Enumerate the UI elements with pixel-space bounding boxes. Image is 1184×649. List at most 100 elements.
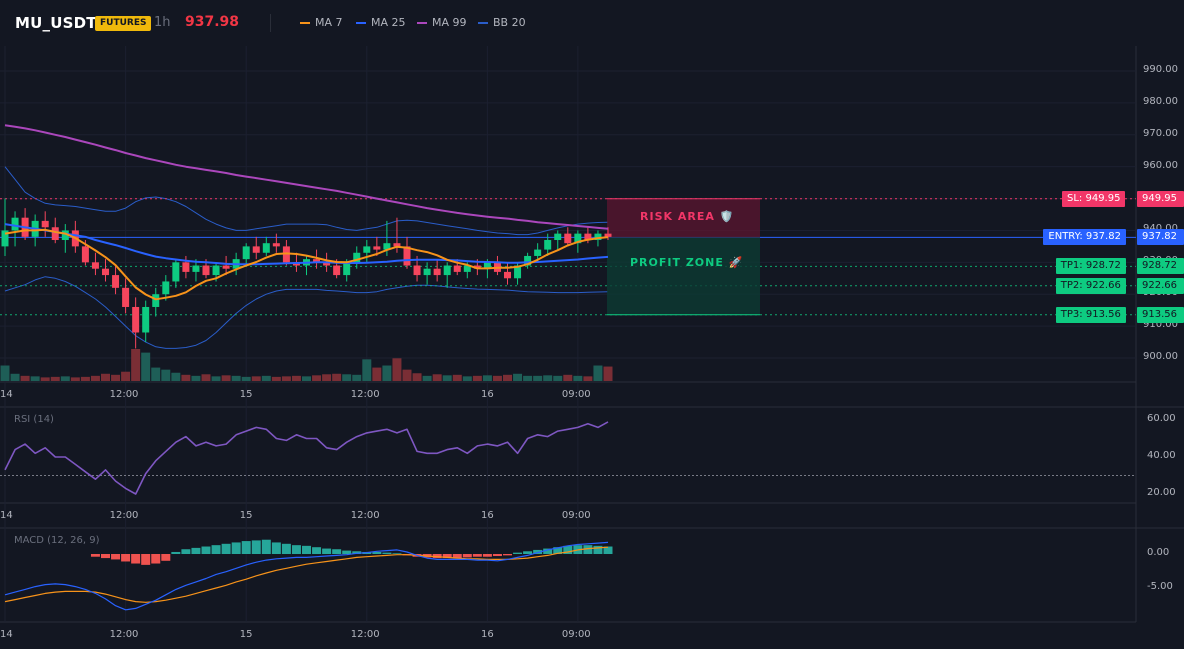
legend-ma99-swatch (417, 22, 427, 24)
take-profit-tag-1-axis-value: 928.72 (1137, 258, 1184, 275)
time-axis-label: 15 (239, 510, 253, 521)
symbol-name[interactable]: MU_USDT (15, 14, 97, 32)
volume-bar (50, 376, 60, 381)
candle-down (403, 246, 411, 266)
macd-histogram-bar (271, 542, 281, 554)
volume-bar (60, 376, 70, 381)
volume-bar (322, 374, 332, 381)
candle-down (252, 246, 260, 253)
profit-zone-box (607, 237, 760, 315)
rsi-tick-label: 40.00 (1147, 450, 1176, 461)
market-badge: FUTURES (95, 16, 152, 31)
legend-ma7-swatch (300, 22, 310, 24)
ma7-line (4, 228, 609, 301)
macd-tick-label: 0.00 (1147, 547, 1170, 558)
volume-bar (171, 372, 181, 381)
last-price: 937.98 (185, 14, 240, 30)
macd-histogram-bar (553, 547, 563, 554)
volume-bar (30, 376, 40, 381)
macd-title[interactable]: MACD (12, 26, 9) (14, 535, 100, 546)
volume-bar (121, 371, 131, 381)
time-axis-label: 12:00 (350, 510, 380, 521)
volume-bar (10, 373, 20, 381)
volume-bar (201, 374, 211, 381)
candle-up (172, 262, 180, 282)
legend-bb20[interactable]: BB 20 (478, 16, 526, 29)
candle-down (373, 246, 381, 250)
macd-histogram-bar (312, 547, 322, 554)
price-tick-label: 980.00 (1143, 95, 1178, 107)
legend-ma25[interactable]: MA 25 (356, 16, 406, 29)
candle-down (604, 233, 612, 237)
price-tick-label: 910.00 (1143, 319, 1178, 331)
macd-histogram-bar (603, 546, 613, 554)
candle-up (524, 255, 532, 266)
legend-ma7[interactable]: MA 7 (300, 16, 343, 29)
time-axis-label: 14 (0, 510, 13, 521)
macd-histogram-bar (382, 552, 392, 554)
volume-bar (472, 375, 482, 381)
macd-histogram-bar (181, 549, 191, 554)
volume-bar (251, 376, 261, 381)
macd-histogram-bar (352, 551, 362, 554)
time-axis-label: 09:00 (561, 389, 591, 400)
candle-up (514, 265, 522, 279)
macd-histogram-bar (332, 549, 342, 554)
volume-bar (362, 359, 372, 381)
take-profit-tag-3-label: TP3: 913.56 (1055, 306, 1126, 323)
volume-bar (412, 373, 422, 381)
legend-ma99[interactable]: MA 99 (417, 16, 467, 29)
volume-bar (583, 376, 593, 381)
price-tick-label: 970.00 (1143, 127, 1178, 139)
candle-up (554, 233, 562, 241)
macd-histogram-bar (251, 540, 261, 554)
take-profit-tag-2-label: TP2: 922.66 (1055, 277, 1126, 294)
volume-bar (593, 365, 603, 381)
legend-bb20-swatch (478, 22, 488, 24)
candle-up (353, 252, 361, 263)
volume-bar (70, 377, 80, 381)
candle-down (182, 262, 190, 272)
rsi-title[interactable]: RSI (14) (14, 414, 54, 425)
volume-bar (513, 373, 523, 381)
macd-histogram-bar (291, 545, 301, 554)
price-tick-label: 990.00 (1143, 64, 1178, 75)
candle-down (272, 243, 280, 247)
macd-histogram-bar (322, 548, 332, 554)
entry-tag-label: ENTRY: 937.82 (1043, 229, 1126, 246)
macd-histogram-bar (593, 545, 603, 554)
candle-down (393, 243, 401, 247)
volume-bar (312, 375, 322, 381)
macd-histogram-bar (151, 554, 161, 564)
volume-bar (90, 375, 100, 381)
candle-down (313, 259, 321, 263)
take-profit-tag-1-label: TP1: 928.72 (1055, 258, 1126, 275)
profit-zone-label: PROFIT ZONE 🚀 (630, 256, 744, 270)
take-profit-tag-3-axis-value: 913.56 (1137, 306, 1184, 323)
candle-down (453, 265, 461, 272)
take-profit-tag-2-axis-value: 922.66 (1137, 277, 1184, 294)
time-axis-label: 16 (481, 510, 494, 521)
candle-down (112, 275, 120, 288)
volume-bar (302, 376, 311, 381)
stop-loss-tag-label: SL: 949.95 (1062, 190, 1126, 207)
macd-histogram-bar (161, 554, 171, 561)
volume-bar (271, 376, 281, 381)
time-axis-label: 09:00 (561, 510, 591, 521)
timeframe-label[interactable]: 1h (154, 15, 171, 30)
macd-histogram-bar (261, 539, 271, 554)
time-axis-label: 14 (0, 629, 13, 640)
time-axis-label: 16 (481, 629, 494, 640)
volume-bar (241, 376, 251, 381)
macd-histogram-bar (462, 554, 472, 558)
volume-bar (372, 367, 382, 381)
candle-down (132, 306, 140, 333)
entry-tag-axis-value: 937.82 (1137, 229, 1184, 246)
macd-histogram-bar (442, 554, 452, 559)
macd-histogram-bar (492, 554, 502, 557)
volume-bar (492, 375, 502, 381)
volume-bar (281, 376, 291, 381)
macd-histogram-bar (131, 554, 141, 564)
time-axis-label: 12:00 (109, 389, 139, 400)
